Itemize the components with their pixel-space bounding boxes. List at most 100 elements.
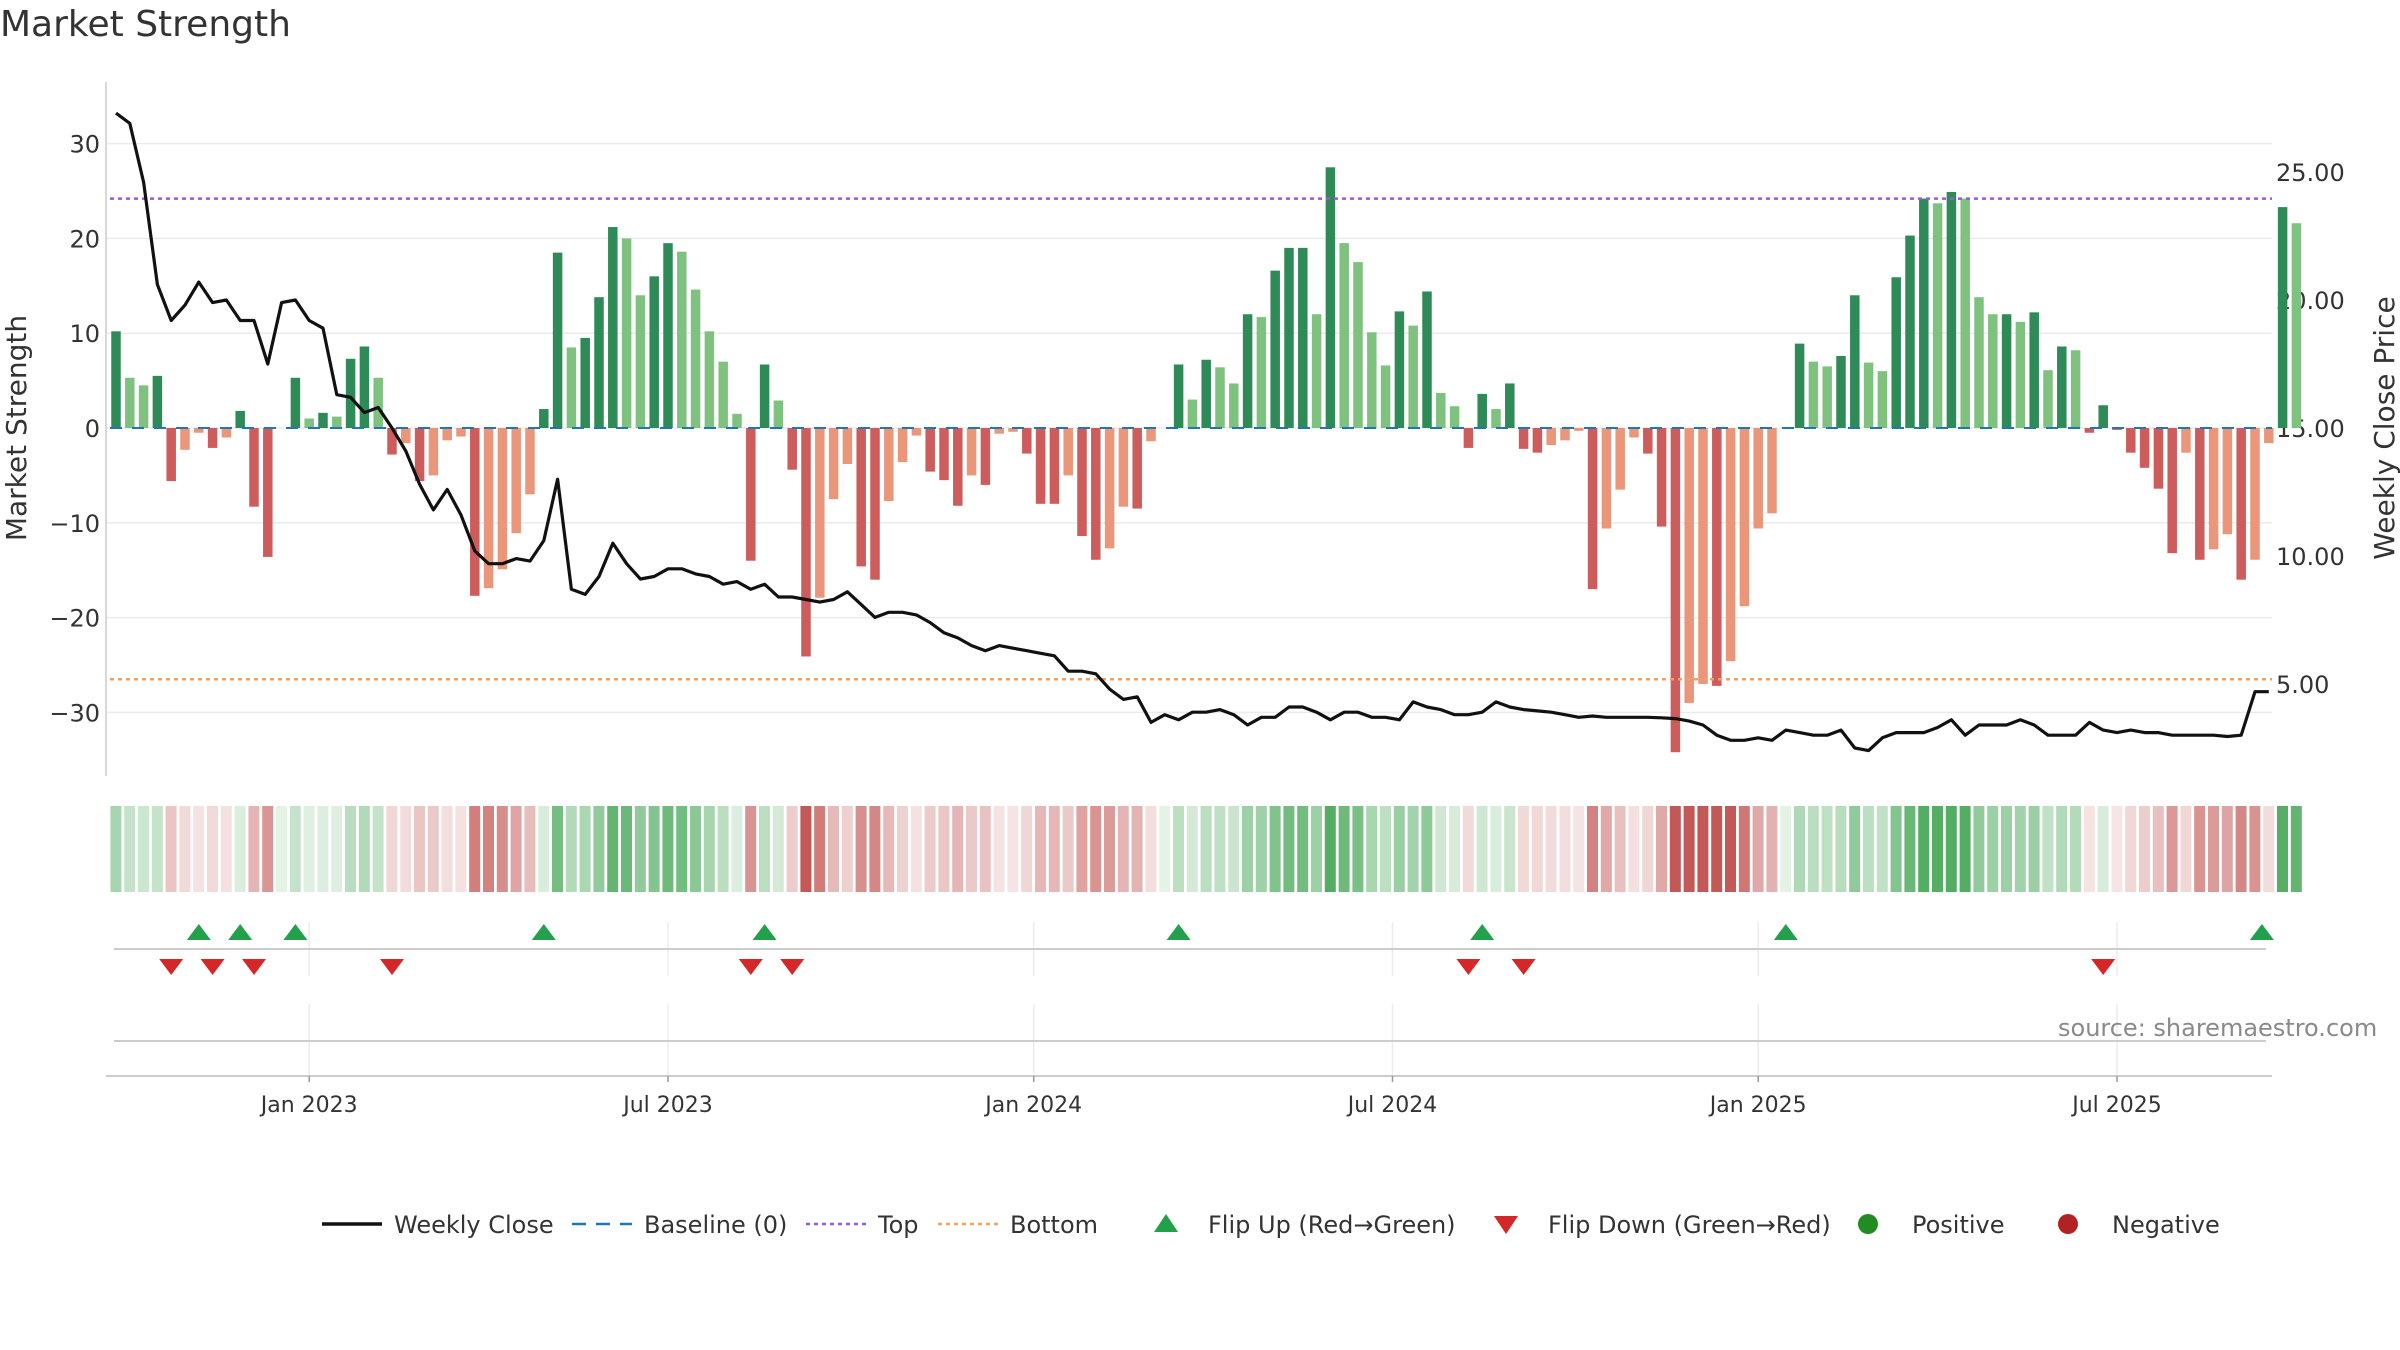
heat-strip-cell bbox=[910, 806, 922, 892]
legend-label: Bottom bbox=[1010, 1211, 1098, 1239]
heat-strip-cell bbox=[938, 806, 950, 892]
heat-strip-cell bbox=[110, 806, 122, 892]
strength-bar bbox=[1491, 409, 1501, 428]
legend-swatch-positive bbox=[1858, 1214, 1878, 1234]
heat-strip-cell bbox=[2194, 806, 2206, 892]
strength-bar bbox=[1643, 428, 1653, 454]
left-tick-label: −30 bbox=[49, 699, 100, 727]
strength-bar bbox=[1229, 383, 1239, 428]
legend-label: Baseline (0) bbox=[644, 1211, 787, 1239]
heat-strip-cell bbox=[828, 806, 839, 892]
heat-strip-cell bbox=[1324, 806, 1336, 892]
strength-bar bbox=[1091, 428, 1101, 560]
strength-bar bbox=[2070, 350, 2081, 428]
heat-strip-cell bbox=[1559, 806, 1571, 892]
heat-strip-cell bbox=[1794, 806, 1805, 892]
heat-strip-cell bbox=[1780, 806, 1792, 892]
heat-strip-cell bbox=[1738, 806, 1750, 892]
chart-title: Market Strength bbox=[0, 4, 291, 45]
heat-strip-cell bbox=[1352, 806, 1364, 892]
strength-bar bbox=[1008, 428, 1018, 432]
strength-bar bbox=[635, 295, 646, 428]
heat-strip-cell bbox=[262, 806, 274, 892]
strength-bar bbox=[1615, 428, 1625, 490]
heat-strip-cell bbox=[1007, 806, 1019, 892]
heat-strip-cell bbox=[2180, 806, 2192, 892]
strength-bar bbox=[1436, 392, 1446, 428]
heat-strip-cell bbox=[772, 806, 784, 892]
strength-bar bbox=[1118, 428, 1129, 507]
heat-strip-cell bbox=[1035, 806, 1046, 892]
strength-bar bbox=[2029, 312, 2039, 428]
heat-strip-cell bbox=[1807, 806, 1819, 892]
left-tick-label: 30 bbox=[69, 131, 100, 159]
strength-bar bbox=[2208, 428, 2219, 550]
heat-strip-cell bbox=[2249, 806, 2261, 892]
heat-strip-cell bbox=[1683, 806, 1695, 892]
strength-bar bbox=[1339, 243, 1349, 428]
heat-strip-cell bbox=[1131, 806, 1143, 892]
strength-bar bbox=[539, 409, 549, 428]
heat-strip-cell bbox=[524, 806, 536, 892]
right-tick-label: 25.00 bbox=[2276, 159, 2345, 187]
heat-strip-cell bbox=[1766, 806, 1778, 892]
heat-strip-cell bbox=[1449, 806, 1460, 892]
flip-markers bbox=[159, 924, 2274, 975]
strength-bar bbox=[1891, 277, 1901, 428]
strength-bar bbox=[387, 428, 397, 455]
strength-bar bbox=[1367, 332, 1377, 428]
heat-strip-cell bbox=[386, 806, 398, 892]
x-tick-label: Jan 2023 bbox=[259, 1093, 358, 1118]
heat-strip-cell bbox=[1186, 806, 1198, 892]
strength-bar bbox=[1408, 325, 1418, 428]
heat-strip-cell bbox=[814, 806, 826, 892]
strength-bar bbox=[828, 428, 839, 500]
strength-bar bbox=[884, 428, 894, 501]
strength-bar bbox=[939, 428, 949, 481]
heat-strip-cell bbox=[1904, 806, 1916, 892]
strength-bar bbox=[138, 385, 149, 428]
strength-bar bbox=[2084, 428, 2095, 433]
heat-strip-cell bbox=[924, 806, 936, 892]
strength-bar bbox=[2250, 428, 2260, 560]
heat-strip-cell bbox=[441, 806, 453, 892]
strength-bar bbox=[1077, 428, 1087, 537]
strength-bar bbox=[2057, 346, 2067, 428]
strength-bar bbox=[1836, 355, 1846, 428]
heat-strip-cell bbox=[634, 806, 646, 892]
left-tick-label: −10 bbox=[49, 510, 100, 538]
heat-strip-cell bbox=[317, 806, 329, 892]
strength-bar bbox=[1767, 428, 1777, 514]
strength-bar bbox=[842, 428, 853, 465]
heat-strip-cell bbox=[1048, 806, 1060, 892]
heat-strip-cell bbox=[1504, 806, 1516, 892]
heat-strip-cell bbox=[303, 806, 315, 892]
flip-up-marker bbox=[228, 924, 253, 940]
heat-strip-cell bbox=[1366, 806, 1378, 892]
strength-bar bbox=[2291, 223, 2302, 428]
heat-strip-cell bbox=[1711, 806, 1723, 892]
strength-bar bbox=[1850, 295, 1860, 428]
legend-label: Top bbox=[877, 1211, 919, 1239]
heat-strip-cell bbox=[2028, 806, 2040, 892]
heat-strip-cell bbox=[593, 806, 605, 892]
heat-strip-cell bbox=[2235, 806, 2247, 892]
legend: Weekly Close Baseline (0) Top Bottom Flip Up… bbox=[322, 1211, 2220, 1239]
heat-strip-cell bbox=[648, 806, 660, 892]
flip-up-marker bbox=[1470, 924, 1495, 940]
strength-bar bbox=[1463, 428, 1474, 448]
strength-bar bbox=[2222, 428, 2233, 535]
strength-bar bbox=[966, 428, 977, 476]
strength-bar bbox=[2153, 428, 2164, 489]
strength-bar bbox=[1546, 428, 1556, 446]
heat-strip-cell bbox=[372, 806, 384, 892]
strength-bar bbox=[1270, 270, 1280, 428]
flip-down-marker bbox=[2091, 959, 2116, 975]
flip-down-marker bbox=[380, 959, 404, 975]
strength-bar bbox=[718, 361, 728, 428]
heat-strip-cell bbox=[1987, 806, 1999, 892]
strength-bar bbox=[483, 428, 494, 589]
heat-strip-cell bbox=[1876, 806, 1888, 892]
strength-bar bbox=[1739, 428, 1750, 607]
strength-bar bbox=[1656, 428, 1667, 527]
